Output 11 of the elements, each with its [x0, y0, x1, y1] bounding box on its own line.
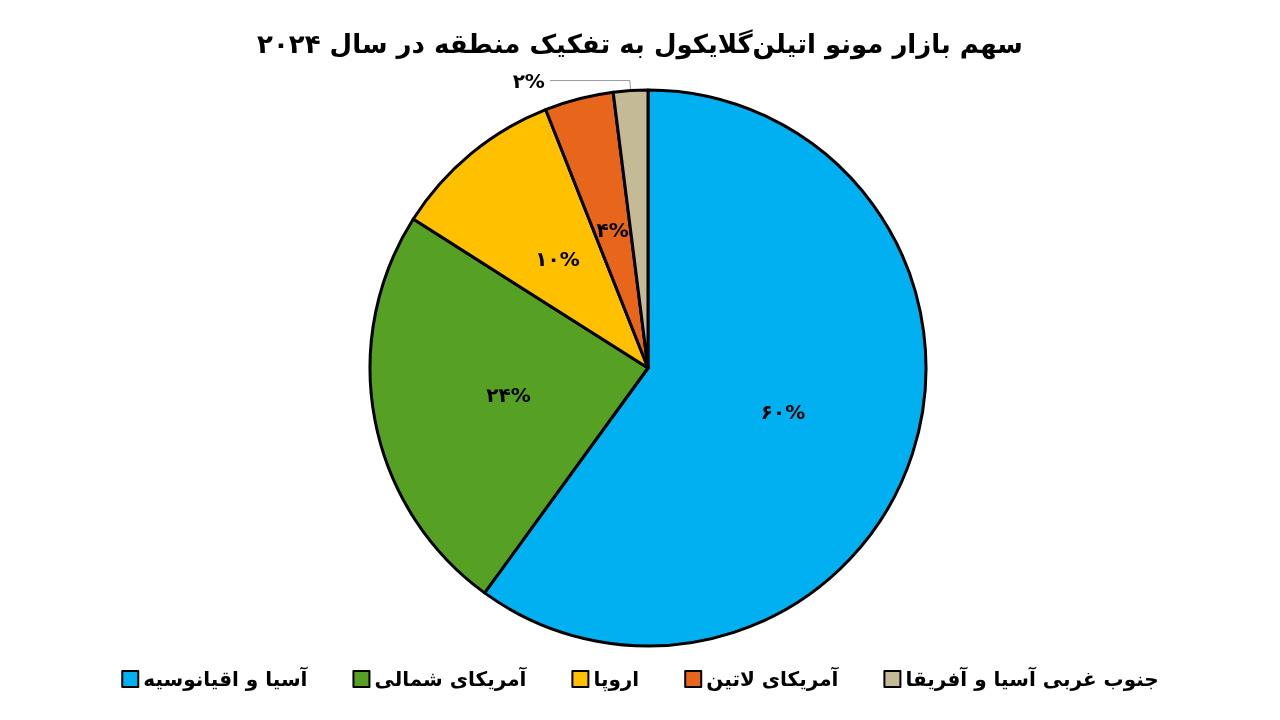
- legend-label: آمریکای شمالی: [374, 666, 528, 691]
- legend-label: آمریکای لاتین: [706, 666, 840, 691]
- chart-title: سهم بازار مونو اتیلن‌گلایکول به تفکیک منطقه در سال ۲۰۲۴: [257, 29, 1023, 60]
- data-label: ۴%: [596, 218, 629, 243]
- data-label: ۲%: [512, 68, 545, 93]
- data-label: ۶۰%: [760, 399, 806, 424]
- data-label: ۲۴%: [486, 382, 531, 407]
- legend-label: آسیا و اقیانوسیه: [143, 666, 309, 691]
- legend-label: اروپا: [593, 667, 640, 692]
- data-label: ۱۰%: [535, 246, 580, 271]
- legend-label: جنوب غربی آسیا و آفریقا: [905, 666, 1159, 691]
